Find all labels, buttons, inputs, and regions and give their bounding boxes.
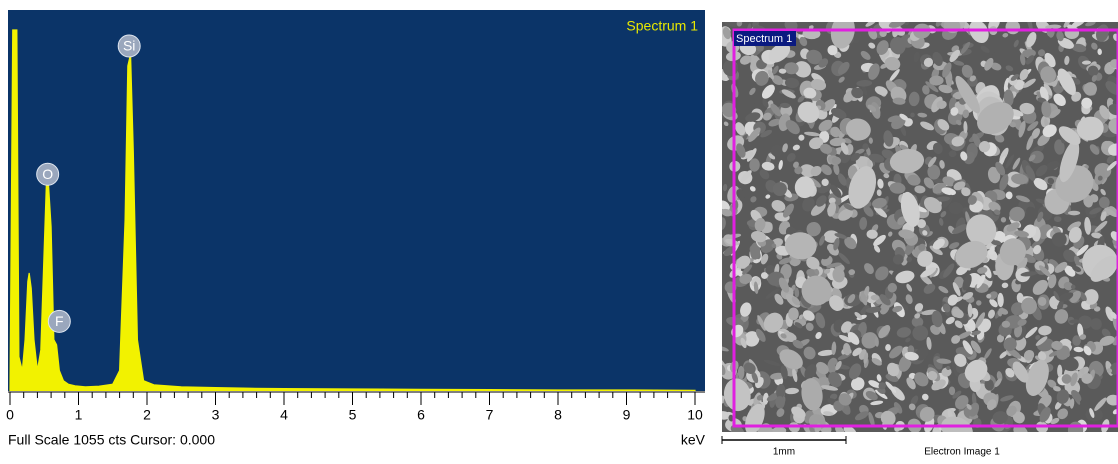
x-tick-label: 10 <box>687 407 703 423</box>
x-tick-label: 5 <box>349 407 357 423</box>
grain <box>788 308 799 321</box>
peak-label: O <box>42 166 53 182</box>
x-tick-label: 2 <box>143 407 151 423</box>
grain <box>1068 211 1080 216</box>
grain <box>1057 365 1062 378</box>
page: {"chart_data": {"type": "area", "title":… <box>0 0 1118 464</box>
x-tick-label: 4 <box>280 407 288 423</box>
grain <box>871 295 880 301</box>
x-tick-label: 7 <box>486 407 494 423</box>
x-tick-label: 9 <box>623 407 631 423</box>
plot-background <box>8 10 705 391</box>
scale-bar-label: 1mm <box>773 447 795 458</box>
image-caption: Electron Image 1 <box>924 447 1000 458</box>
x-axis-ticks: 0 1 2 3 4 5 6 7 8 9 10 <box>6 392 703 423</box>
grain <box>738 366 745 379</box>
x-tick-label: 0 <box>6 407 14 423</box>
peak-label: F <box>55 313 64 329</box>
x-tick-label: 8 <box>554 407 562 423</box>
x-tick-label: 6 <box>417 407 425 423</box>
spectrum-title: Spectrum 1 <box>626 18 698 34</box>
screenshot: Spectrum 1 0 1 2 3 4 5 6 7 8 9 10 Full Scale 1055 … <box>0 0 1118 459</box>
footer: Full Scale 1055 cts Cursor: 0.000 <box>8 432 215 448</box>
x-tick-label: 1 <box>75 407 83 423</box>
region-label: Spectrum 1 <box>736 33 792 45</box>
peak-label: Si <box>123 38 135 54</box>
x-axis-label: keV <box>681 432 706 448</box>
x-tick-label: 3 <box>212 407 220 423</box>
